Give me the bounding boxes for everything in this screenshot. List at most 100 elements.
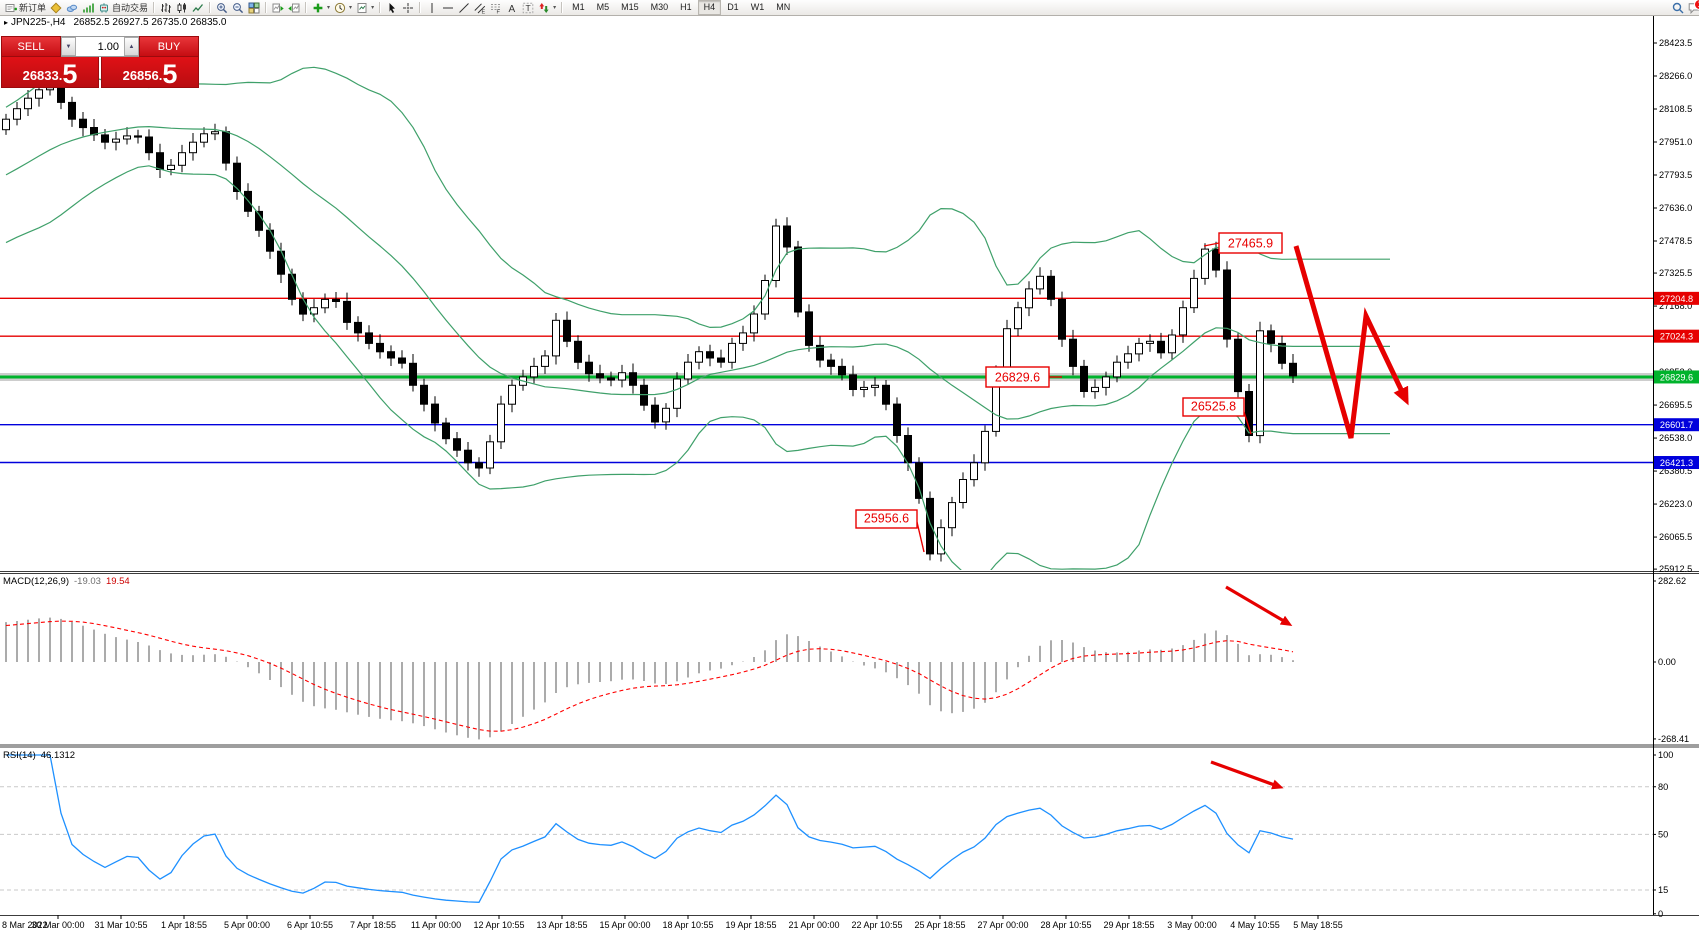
price-annotation-box[interactable] xyxy=(985,366,1050,388)
svg-text:3 May 00:00: 3 May 00:00 xyxy=(1167,920,1217,930)
svg-text:31 Mar 10:55: 31 Mar 10:55 xyxy=(94,920,147,930)
trend-zigzag-arrow[interactable] xyxy=(1293,245,1409,439)
svg-text:15: 15 xyxy=(1658,885,1668,895)
toolbar-separator xyxy=(153,2,156,13)
search-icon xyxy=(1672,2,1684,14)
timeframe-M30[interactable]: M30 xyxy=(650,2,669,12)
chat-button[interactable]: 1 xyxy=(1686,0,1699,14)
chart-annotations[interactable]: 27465.9 26829.6 26525.8 25956.6 xyxy=(855,232,1409,790)
buy-button[interactable]: BUY xyxy=(139,36,199,57)
zoom-in-button[interactable] xyxy=(214,1,230,14)
chart-title: JPN225-,H4 xyxy=(11,17,66,28)
svg-text:27636.0: 27636.0 xyxy=(1659,203,1692,213)
svg-text:27951.0: 27951.0 xyxy=(1659,137,1692,147)
timeframe-MN[interactable]: MN xyxy=(776,2,791,12)
svg-text:26695.5: 26695.5 xyxy=(1659,400,1692,410)
timeframe-M5[interactable]: M5 xyxy=(596,2,610,12)
svg-text:26421.3: 26421.3 xyxy=(1660,458,1693,468)
toolbar-separator xyxy=(419,2,422,13)
timeframe-M15[interactable]: M15 xyxy=(621,2,639,12)
tile-windows-button[interactable] xyxy=(246,1,262,14)
chat-badge: 1 xyxy=(1693,0,1699,10)
toolbar-separator xyxy=(265,2,268,13)
timeframe-D1[interactable]: D1 xyxy=(727,2,739,12)
svg-text:27465.9: 27465.9 xyxy=(1228,237,1273,251)
svg-text:0.00: 0.00 xyxy=(1658,657,1676,667)
auto-scroll-icon xyxy=(272,2,284,14)
bollinger-bands xyxy=(5,66,1390,570)
vertical-line-button[interactable] xyxy=(424,1,440,14)
price-badge xyxy=(1654,456,1699,470)
autotrading-button-label: 自动交易 xyxy=(112,3,149,13)
text-icon: A xyxy=(506,2,518,14)
trendline-button[interactable] xyxy=(456,1,472,14)
svg-text:25912.5: 25912.5 xyxy=(1659,564,1692,574)
svg-text:29 Apr 18:55: 29 Apr 18:55 xyxy=(1103,920,1154,930)
svg-text:11 Apr 00:00: 11 Apr 00:00 xyxy=(411,920,461,930)
sell-button[interactable]: SELL xyxy=(1,36,61,57)
new-order-icon xyxy=(5,2,17,14)
news-icon xyxy=(82,2,94,14)
indicators-button[interactable]: ▾ xyxy=(310,1,332,14)
mql5-community-button[interactable] xyxy=(64,1,80,14)
fibonacci-button[interactable]: F xyxy=(488,1,504,14)
text-button[interactable]: A xyxy=(504,1,520,14)
templates-icon xyxy=(356,2,368,14)
horizontal-line-button[interactable] xyxy=(440,1,456,14)
toolbar-separator xyxy=(305,2,308,13)
new-order-button[interactable]: 新订单 xyxy=(3,1,48,14)
timeframe-M1[interactable]: M1 xyxy=(572,2,585,12)
rsi-trend-arrow[interactable] xyxy=(1210,760,1284,790)
dropdown-caret-icon: ▾ xyxy=(371,5,375,11)
volume-decrease-button[interactable]: ▼ xyxy=(61,37,76,56)
sell-price[interactable]: 26833. 5 xyxy=(1,57,99,88)
svg-text:26829.6: 26829.6 xyxy=(1660,372,1693,382)
crosshair-button[interactable] xyxy=(400,1,416,14)
svg-text:28108.5: 28108.5 xyxy=(1659,104,1692,114)
templates-button[interactable]: ▾ xyxy=(354,1,376,14)
search-button[interactable] xyxy=(1670,1,1686,14)
channel-button[interactable]: E xyxy=(472,1,488,14)
auto-scroll-button[interactable] xyxy=(270,1,286,14)
price-annotation-box[interactable] xyxy=(1218,232,1283,254)
horizontal-level-lines[interactable] xyxy=(0,297,1653,464)
arrows-icon xyxy=(538,2,550,14)
svg-text:27204.8: 27204.8 xyxy=(1660,294,1693,304)
timeframe-H1[interactable]: H1 xyxy=(680,2,692,12)
line-chart-button[interactable] xyxy=(190,1,206,14)
new-order-button-label: 新订单 xyxy=(19,3,47,13)
volume-stepper: ▼ 1.00 ▲ xyxy=(61,36,139,57)
news-button[interactable] xyxy=(80,1,96,14)
symbol-arrow-icon: ▸ xyxy=(4,18,9,27)
dropdown-caret-icon: ▾ xyxy=(553,5,557,11)
svg-text:28266.0: 28266.0 xyxy=(1659,71,1692,81)
timeframe-H4[interactable]: H4 xyxy=(697,0,722,15)
zoom-out-button[interactable] xyxy=(230,1,246,14)
buy-price-main: 26856 xyxy=(122,68,159,83)
svg-text:-268.41: -268.41 xyxy=(1658,734,1689,744)
periods-button[interactable]: ▾ xyxy=(332,1,354,14)
candlestick-chart-button[interactable] xyxy=(174,1,190,14)
volume-input[interactable]: 1.00 xyxy=(97,40,119,53)
label-button[interactable]: T xyxy=(520,1,536,14)
chart-shift-button[interactable] xyxy=(286,1,302,14)
cursor-button[interactable] xyxy=(384,1,400,14)
fibonacci-icon: F xyxy=(490,2,502,14)
autotrading-button[interactable]: 自动交易 xyxy=(96,1,150,14)
price-annotation-box[interactable] xyxy=(855,509,918,529)
arrows-button[interactable]: ▾ xyxy=(536,1,558,14)
macd-trend-arrow[interactable] xyxy=(1225,585,1293,626)
price-badge xyxy=(1654,370,1699,384)
bar-chart-button[interactable] xyxy=(158,1,174,14)
price-annotation-box[interactable] xyxy=(1182,397,1245,417)
metaeditor-button[interactable] xyxy=(48,1,64,14)
svg-text:F: F xyxy=(497,9,501,14)
line-chart-icon xyxy=(192,2,204,14)
volume-increase-button[interactable]: ▲ xyxy=(124,37,139,56)
buy-price[interactable]: 26856. 5 xyxy=(101,57,199,88)
timeframe-W1[interactable]: W1 xyxy=(750,2,765,12)
svg-text:T: T xyxy=(526,3,531,13)
svg-text:22 Apr 10:55: 22 Apr 10:55 xyxy=(851,920,902,930)
